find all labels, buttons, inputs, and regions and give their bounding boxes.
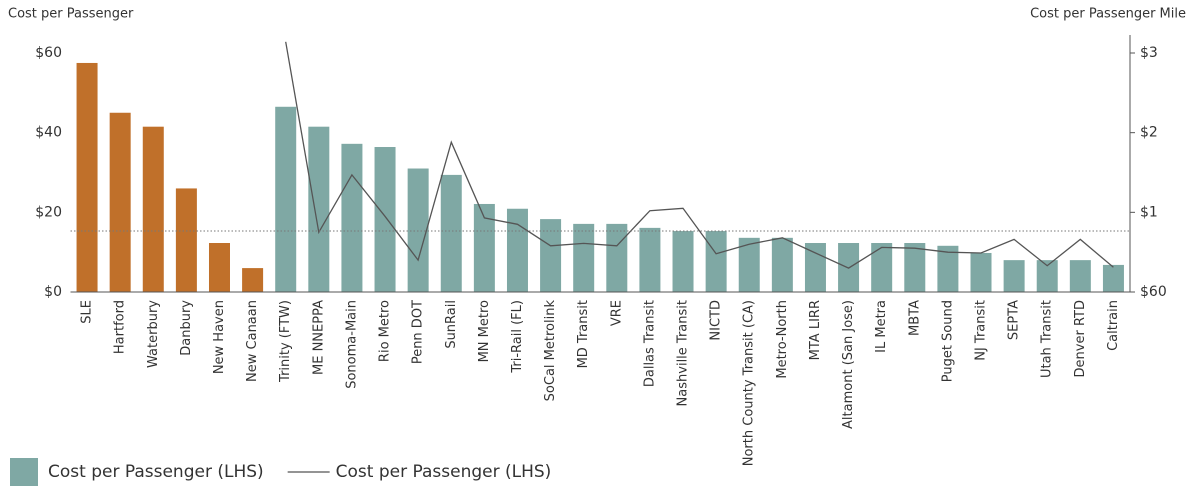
- x-tick-label: VRE: [609, 300, 624, 326]
- bar: [705, 231, 727, 292]
- x-tick-label: SLE: [80, 300, 95, 324]
- x-tick-label: Waterbury: [146, 300, 161, 368]
- x-tick-label: Caltrain: [1106, 300, 1121, 351]
- bar: [871, 243, 893, 292]
- bar: [771, 237, 793, 292]
- bar: [1102, 264, 1124, 292]
- x-tick-label: Denver RTD: [1073, 300, 1088, 377]
- bar: [374, 147, 396, 292]
- x-tick-label: Penn DOT: [411, 300, 426, 364]
- bar: [540, 219, 562, 292]
- x-tick-label: Hartford: [113, 300, 128, 354]
- x-tick-label: MBTA: [907, 300, 922, 336]
- bar: [606, 223, 628, 292]
- x-tick-label: SunRail: [444, 300, 459, 349]
- y2-tick-label: $60: [1140, 284, 1167, 300]
- bar: [506, 208, 528, 292]
- x-tick-label: Nashville Transit: [676, 300, 691, 406]
- y2-axis-label: Cost per Passenger Mile: [1030, 7, 1186, 22]
- x-tick-label: Dallas Transit: [642, 300, 657, 387]
- bar: [573, 223, 595, 292]
- x-tick-label: SEPTA: [1007, 300, 1022, 340]
- bar: [208, 243, 230, 292]
- legend-swatch: [10, 458, 38, 486]
- bar: [142, 126, 164, 292]
- bar: [440, 174, 462, 292]
- bar: [937, 245, 959, 292]
- x-tick-label: NICTD: [709, 300, 724, 341]
- bar: [341, 143, 363, 292]
- x-tick-label: New Canaan: [245, 300, 260, 382]
- x-tick-label: MTA LIRR: [808, 300, 823, 360]
- bar: [407, 168, 429, 292]
- y-axis-label: Cost per Passenger: [8, 7, 134, 22]
- y-tick-label: $60: [35, 45, 62, 61]
- x-tick-label: Trinity (FTW): [278, 300, 293, 383]
- legend-label: Cost per Passenger (LHS): [336, 462, 552, 482]
- x-tick-label: Metro-North: [775, 300, 790, 379]
- y-tick-label: $0: [44, 284, 62, 300]
- y2-tick-label: $3: [1140, 45, 1158, 61]
- x-tick-label: Sonoma-Main: [344, 300, 359, 389]
- x-tick-label: New Haven: [212, 300, 227, 374]
- y-tick-label: $20: [35, 204, 62, 220]
- y2-tick-label: $1: [1140, 204, 1158, 220]
- bar: [639, 227, 661, 292]
- x-tick-label: NJ Transit: [974, 300, 989, 361]
- bar: [1036, 260, 1058, 292]
- bar: [804, 243, 826, 292]
- legend-label: Cost per Passenger (LHS): [48, 462, 264, 482]
- bar: [1069, 260, 1091, 292]
- bar: [308, 126, 330, 292]
- bar: [738, 237, 760, 292]
- bar: [970, 252, 992, 292]
- y2-tick-label: $2: [1140, 125, 1158, 141]
- line: [285, 41, 1114, 269]
- x-tick-label: MN Metro: [477, 300, 492, 362]
- x-tick-label: Danbury: [179, 300, 194, 356]
- bar: [904, 243, 926, 292]
- x-tick-label: Puget Sound: [940, 300, 955, 382]
- bar: [672, 231, 694, 292]
- x-tick-label: North County Transit (CA): [742, 300, 757, 466]
- x-tick-label: IL Metra: [874, 300, 889, 353]
- bar: [175, 188, 197, 292]
- x-tick-label: MD Transit: [576, 300, 591, 368]
- bar: [1003, 260, 1025, 292]
- x-tick-label: SoCal Metrolink: [543, 300, 558, 402]
- y-tick-label: $40: [35, 125, 62, 141]
- bar: [109, 112, 131, 292]
- bar: [275, 106, 297, 293]
- bar: [242, 268, 264, 292]
- x-tick-label: Altamont (San Jose): [841, 300, 856, 429]
- x-tick-label: Rio Metro: [378, 300, 393, 362]
- x-tick-label: ME NNEPPA: [311, 300, 326, 375]
- x-tick-label: Utah Transit: [1040, 300, 1055, 378]
- bar: [473, 203, 495, 292]
- x-tick-label: Tri-Rail (FL): [510, 300, 525, 374]
- bar: [76, 62, 98, 293]
